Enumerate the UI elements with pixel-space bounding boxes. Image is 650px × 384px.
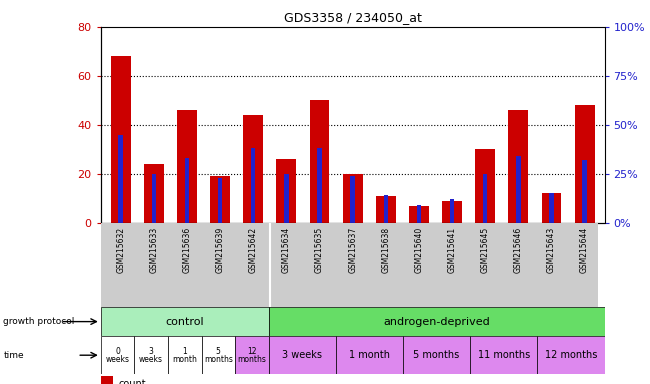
Bar xyxy=(168,336,202,374)
Text: GSM215633: GSM215633 xyxy=(150,227,159,273)
Bar xyxy=(350,176,355,223)
Bar xyxy=(202,336,235,374)
Text: growth protocol: growth protocol xyxy=(3,317,75,326)
Bar xyxy=(268,307,604,336)
Bar xyxy=(276,159,296,223)
Text: 3
weeks: 3 weeks xyxy=(139,346,163,364)
Bar xyxy=(111,56,131,223)
Text: count: count xyxy=(118,379,146,384)
Bar xyxy=(582,160,587,223)
Text: 12
months: 12 months xyxy=(237,346,266,364)
Text: 3 weeks: 3 weeks xyxy=(282,350,322,360)
Bar xyxy=(144,164,164,223)
Text: 1 month: 1 month xyxy=(349,350,390,360)
Text: GSM215638: GSM215638 xyxy=(382,227,390,273)
Bar xyxy=(309,100,330,223)
Bar xyxy=(317,148,322,223)
Bar xyxy=(475,149,495,223)
Text: androgen-deprived: androgen-deprived xyxy=(384,316,490,327)
Bar xyxy=(450,199,454,223)
Bar xyxy=(101,336,135,374)
Bar xyxy=(409,205,429,223)
Bar xyxy=(218,178,222,223)
Bar xyxy=(376,196,396,223)
Text: 0
weeks: 0 weeks xyxy=(105,346,129,364)
Text: GSM215640: GSM215640 xyxy=(415,227,423,273)
Text: GSM215643: GSM215643 xyxy=(547,227,556,273)
Bar xyxy=(235,336,268,374)
Text: 1
month: 1 month xyxy=(172,346,197,364)
Bar xyxy=(403,336,470,374)
Bar xyxy=(336,336,403,374)
Bar xyxy=(177,110,197,223)
Bar xyxy=(470,336,538,374)
Bar xyxy=(384,195,388,223)
Text: GSM215636: GSM215636 xyxy=(183,227,191,273)
Bar xyxy=(101,376,113,384)
Bar xyxy=(483,174,488,223)
Bar xyxy=(549,194,554,223)
Bar xyxy=(343,174,363,223)
Bar xyxy=(101,307,268,336)
Text: GSM215635: GSM215635 xyxy=(315,227,324,273)
Text: control: control xyxy=(165,316,204,327)
Bar xyxy=(508,110,528,223)
Text: 11 months: 11 months xyxy=(478,350,530,360)
Text: GSM215645: GSM215645 xyxy=(481,227,489,273)
Text: GSM215646: GSM215646 xyxy=(514,227,523,273)
Bar xyxy=(151,174,156,223)
Bar xyxy=(243,115,263,223)
Bar xyxy=(210,176,230,223)
Bar xyxy=(541,194,562,223)
Text: GSM215632: GSM215632 xyxy=(116,227,125,273)
Text: 5 months: 5 months xyxy=(413,350,460,360)
Bar xyxy=(118,135,123,223)
Text: GSM215637: GSM215637 xyxy=(348,227,357,273)
Bar xyxy=(284,174,289,223)
Text: GSM215639: GSM215639 xyxy=(216,227,224,273)
Text: GSM215642: GSM215642 xyxy=(249,227,257,273)
Bar xyxy=(268,336,336,374)
Text: GSM215634: GSM215634 xyxy=(282,227,291,273)
Bar xyxy=(575,105,595,223)
Text: time: time xyxy=(3,351,24,360)
Text: GSM215641: GSM215641 xyxy=(448,227,456,273)
Text: 12 months: 12 months xyxy=(545,350,597,360)
Bar xyxy=(251,148,255,223)
Bar xyxy=(442,201,462,223)
Bar xyxy=(417,205,421,223)
Text: GSM215644: GSM215644 xyxy=(580,227,589,273)
Text: 5
months: 5 months xyxy=(204,346,233,364)
Title: GDS3358 / 234050_at: GDS3358 / 234050_at xyxy=(283,11,422,24)
Bar xyxy=(185,158,189,223)
Bar xyxy=(538,336,604,374)
Bar xyxy=(516,156,521,223)
Bar xyxy=(135,336,168,374)
